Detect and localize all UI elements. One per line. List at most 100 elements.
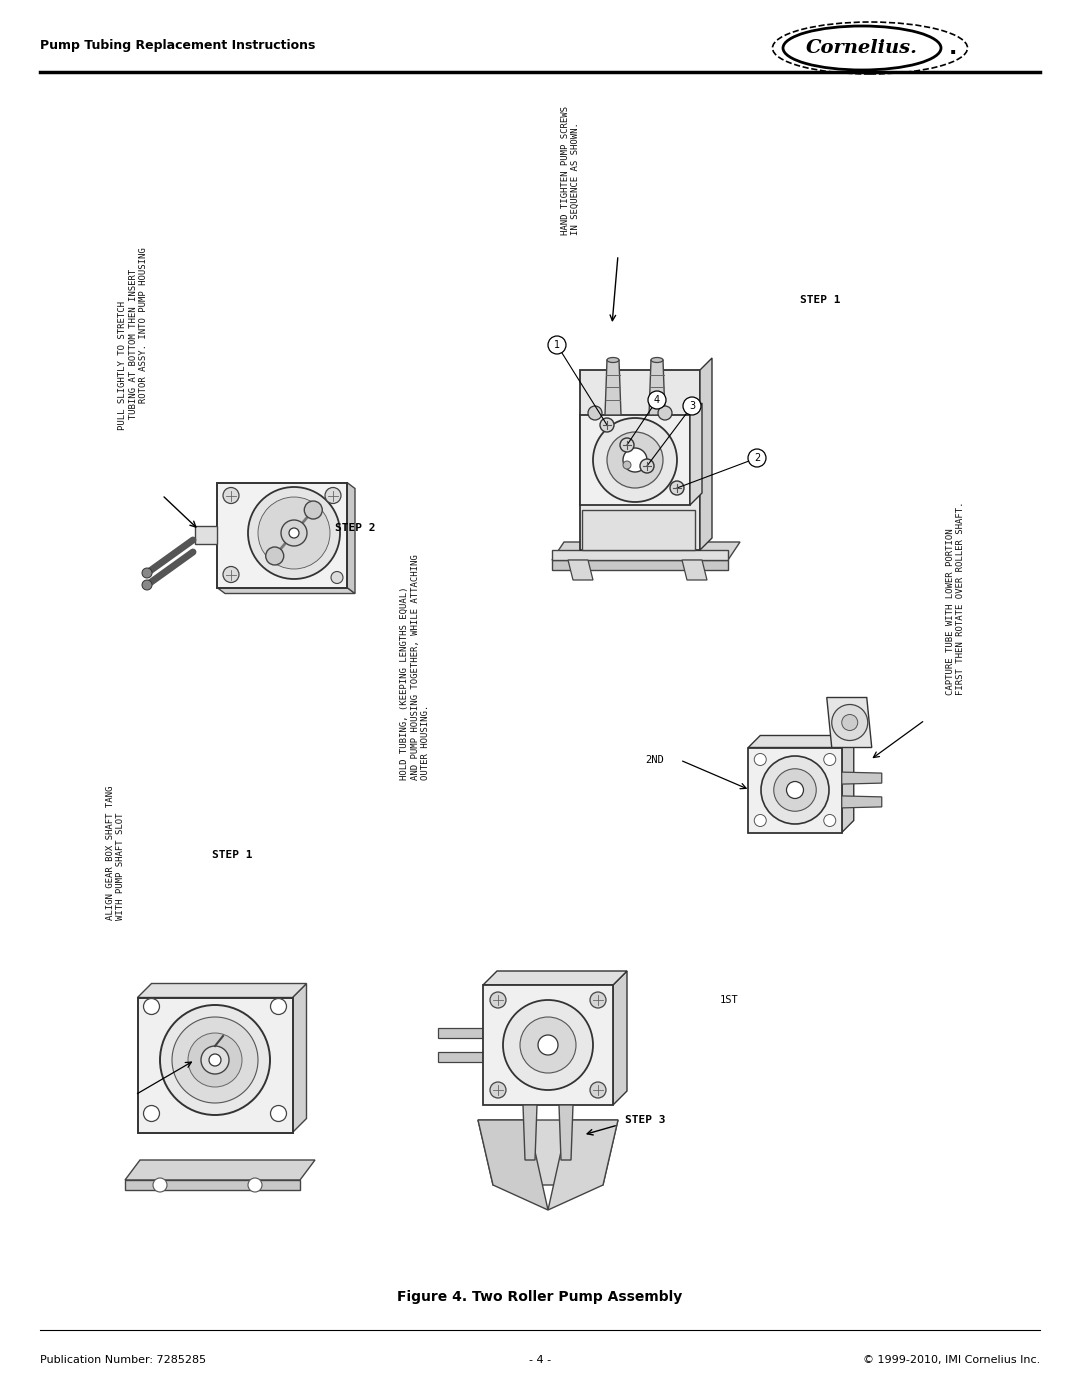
Circle shape xyxy=(548,337,566,353)
Polygon shape xyxy=(690,402,702,504)
Circle shape xyxy=(270,1105,286,1122)
Text: 2: 2 xyxy=(754,453,760,462)
Circle shape xyxy=(773,768,816,812)
Circle shape xyxy=(266,548,284,564)
Polygon shape xyxy=(841,796,881,807)
Polygon shape xyxy=(552,560,728,570)
Text: STEP 1: STEP 1 xyxy=(800,295,840,305)
Circle shape xyxy=(144,1105,160,1122)
Ellipse shape xyxy=(783,27,941,70)
Polygon shape xyxy=(478,1120,548,1210)
Text: 1: 1 xyxy=(554,339,561,351)
Circle shape xyxy=(201,1046,229,1074)
Circle shape xyxy=(588,407,602,420)
Text: STEP 3: STEP 3 xyxy=(625,1115,665,1125)
Text: - 4 -: - 4 - xyxy=(529,1355,551,1365)
Text: Cornelius.: Cornelius. xyxy=(806,39,918,57)
Polygon shape xyxy=(748,747,841,833)
Circle shape xyxy=(248,488,340,578)
Polygon shape xyxy=(125,1180,300,1190)
Polygon shape xyxy=(438,1052,483,1062)
Circle shape xyxy=(188,1032,242,1087)
Circle shape xyxy=(281,520,307,546)
Polygon shape xyxy=(649,360,665,415)
Polygon shape xyxy=(552,550,728,560)
Circle shape xyxy=(640,460,654,474)
Polygon shape xyxy=(582,510,696,550)
Circle shape xyxy=(503,1000,593,1090)
Circle shape xyxy=(141,580,152,590)
Polygon shape xyxy=(137,997,293,1133)
Polygon shape xyxy=(483,985,613,1105)
Circle shape xyxy=(270,999,286,1014)
Circle shape xyxy=(607,432,663,488)
Polygon shape xyxy=(217,482,347,588)
Polygon shape xyxy=(548,1120,618,1210)
Polygon shape xyxy=(125,1160,315,1180)
Circle shape xyxy=(289,528,299,538)
Text: HAND TIGHTEN PUMP SCREWS
IN SEQUENCE AS SHOWN.: HAND TIGHTEN PUMP SCREWS IN SEQUENCE AS … xyxy=(561,106,580,235)
Circle shape xyxy=(153,1178,167,1192)
Circle shape xyxy=(590,992,606,1009)
Polygon shape xyxy=(293,983,307,1133)
Text: 3: 3 xyxy=(689,401,696,411)
Polygon shape xyxy=(347,482,355,594)
Text: ALIGN GEAR BOX SHAFT TANG
WITH PUMP SHAFT SLOT: ALIGN GEAR BOX SHAFT TANG WITH PUMP SHAF… xyxy=(106,785,125,921)
Polygon shape xyxy=(523,1105,537,1160)
Polygon shape xyxy=(217,588,355,594)
Circle shape xyxy=(160,1004,270,1115)
Circle shape xyxy=(600,418,615,432)
Circle shape xyxy=(748,448,766,467)
Polygon shape xyxy=(438,1028,483,1038)
Circle shape xyxy=(683,397,701,415)
Circle shape xyxy=(210,1053,221,1066)
Polygon shape xyxy=(827,697,872,747)
Text: CAPTURE TUBE WITH LOWER PORTION
FIRST THEN ROTATE OVER ROLLER SHAFT.: CAPTURE TUBE WITH LOWER PORTION FIRST TH… xyxy=(946,502,966,694)
Circle shape xyxy=(841,714,858,731)
Text: PULL SLIGHTLY TO STRETCH
  TUBING AT BOTTOM THEN INSERT
     ROTOR ASSY. INTO PU: PULL SLIGHTLY TO STRETCH TUBING AT BOTTO… xyxy=(118,247,148,430)
Circle shape xyxy=(824,814,836,827)
Polygon shape xyxy=(137,983,307,997)
Ellipse shape xyxy=(607,358,619,362)
Circle shape xyxy=(325,488,341,503)
Circle shape xyxy=(754,753,766,766)
Circle shape xyxy=(832,704,867,740)
Text: STEP 1: STEP 1 xyxy=(212,849,253,861)
Text: STEP 2: STEP 2 xyxy=(335,522,376,534)
Polygon shape xyxy=(748,735,854,747)
Circle shape xyxy=(620,439,634,453)
Circle shape xyxy=(141,569,152,578)
Circle shape xyxy=(305,502,322,520)
Circle shape xyxy=(670,481,684,495)
Text: Figure 4. Two Roller Pump Assembly: Figure 4. Two Roller Pump Assembly xyxy=(397,1289,683,1303)
Circle shape xyxy=(144,999,160,1014)
Circle shape xyxy=(754,814,766,827)
Circle shape xyxy=(330,571,343,584)
Circle shape xyxy=(648,391,666,409)
Text: 2ND: 2ND xyxy=(645,754,664,766)
Circle shape xyxy=(222,488,239,503)
Polygon shape xyxy=(605,360,621,415)
Circle shape xyxy=(623,461,631,469)
Polygon shape xyxy=(613,971,627,1105)
Circle shape xyxy=(248,1178,262,1192)
Text: 4: 4 xyxy=(653,395,660,405)
Polygon shape xyxy=(700,358,712,550)
Circle shape xyxy=(222,567,239,583)
Polygon shape xyxy=(568,560,593,580)
Polygon shape xyxy=(559,1105,573,1160)
Circle shape xyxy=(824,753,836,766)
Circle shape xyxy=(593,418,677,502)
Polygon shape xyxy=(841,735,854,833)
Text: © 1999-2010, IMI Cornelius Inc.: © 1999-2010, IMI Cornelius Inc. xyxy=(863,1355,1040,1365)
Circle shape xyxy=(761,756,829,824)
Polygon shape xyxy=(681,560,707,580)
Circle shape xyxy=(490,1083,507,1098)
Text: HOLD TUBING, (KEEPING LENGTHS EQUAL)
AND PUMP HOUSING TOGETHER, WHILE ATTACHING
: HOLD TUBING, (KEEPING LENGTHS EQUAL) AND… xyxy=(401,555,430,780)
Circle shape xyxy=(658,407,672,420)
Circle shape xyxy=(172,1017,258,1104)
Circle shape xyxy=(519,1017,576,1073)
Polygon shape xyxy=(195,527,217,543)
Circle shape xyxy=(623,448,647,472)
Polygon shape xyxy=(580,370,700,550)
